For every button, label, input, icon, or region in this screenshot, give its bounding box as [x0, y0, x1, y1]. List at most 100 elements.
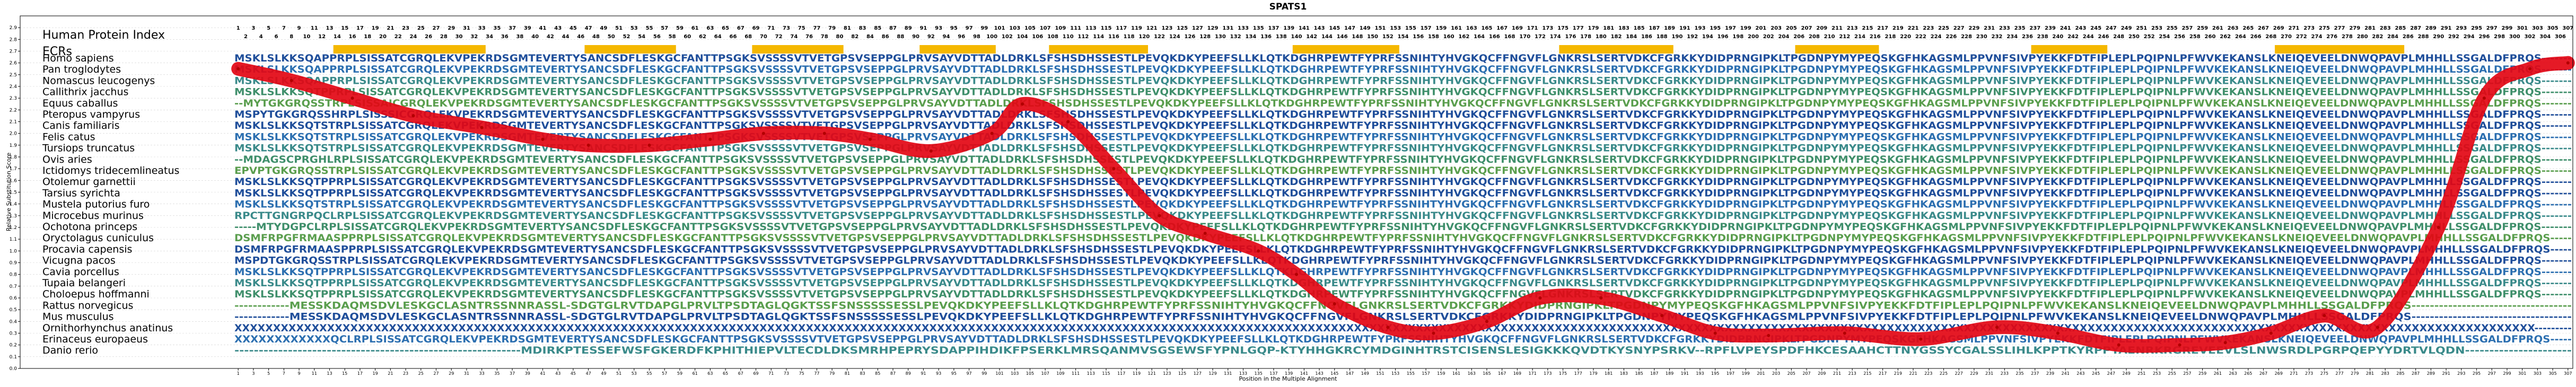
human-index-number: 265	[2242, 25, 2254, 31]
y-tick-label: 1.7	[10, 166, 17, 172]
human-index-number: 151	[1374, 25, 1386, 31]
human-index-number: 296	[2478, 34, 2490, 40]
human-index-number: 236	[2022, 34, 2033, 40]
x-tick-label: 279	[2351, 371, 2359, 376]
human-index-number: 34	[486, 34, 493, 40]
substitution-score-point	[1257, 249, 1260, 253]
human-index-number: 208	[1809, 34, 1820, 40]
human-index-number: 158	[1428, 34, 1439, 40]
human-index-number: 225	[1938, 25, 1949, 31]
human-index-number: 80	[836, 34, 844, 40]
human-index-number: 300	[2509, 34, 2520, 40]
y-tick-label: 1.6	[10, 178, 17, 183]
sequence-row: RPCTTGNGRPQCLRPLSISSATCGRQLEKVPEKRDSGMTE…	[234, 210, 2572, 222]
x-tick-label: 155	[1407, 371, 1415, 376]
human-index-number: 50	[608, 34, 615, 40]
human-index-number: 22	[395, 34, 402, 40]
x-tick-label: 13	[327, 371, 332, 376]
human-index-number: 162	[1458, 34, 1469, 40]
human-index-number: 152	[1382, 34, 1394, 40]
human-index-number: 126	[1185, 34, 1196, 40]
species-name: Homo sapiens	[42, 52, 114, 64]
human-index-number: 294	[2464, 34, 2475, 40]
human-index-number: 42	[547, 34, 554, 40]
species-name: Callithrix jacchus	[42, 86, 128, 98]
human-index-number: 136	[1260, 34, 1272, 40]
human-index-number: 190	[1671, 34, 1683, 40]
human-index-number: 179	[1588, 25, 1599, 31]
human-index-number: 211	[1832, 25, 1843, 31]
x-tick-label: 175	[1559, 371, 1567, 376]
chart-title: SPATS1	[1269, 2, 1307, 12]
human-index-number: 72	[775, 34, 783, 40]
x-tick-label: 105	[1026, 371, 1034, 376]
x-tick-label: 225	[1940, 371, 1948, 376]
y-tick-label: 2.6	[10, 61, 17, 66]
human-index-number: 260	[2205, 34, 2216, 40]
substitution-score-point	[1538, 296, 1542, 300]
human-index-number: 202	[1763, 34, 1774, 40]
human-index-number: 307	[2562, 25, 2573, 31]
species-name: Equus caballus	[42, 98, 118, 109]
human-index-number: 30	[455, 34, 463, 40]
human-index-number: 171	[1527, 25, 1538, 31]
human-index-number: 107	[1040, 25, 1051, 31]
x-tick-label: 287	[2412, 371, 2420, 376]
x-tick-label: 79	[829, 371, 835, 376]
human-index-number: 78	[821, 34, 828, 40]
substitution-score-point	[1919, 337, 1923, 341]
ecr-bar	[752, 45, 844, 54]
human-index-number: 298	[2494, 34, 2505, 40]
substitution-score-point	[1112, 167, 1116, 171]
human-index-number: 275	[2319, 25, 2330, 31]
x-tick-label: 221	[1909, 371, 1917, 376]
human-index-number: 267	[2258, 25, 2269, 31]
sequence-row: MSKLSLKKSQTSTRPLSISSATCGRQLEKVPEKRDSGMTE…	[234, 143, 2572, 154]
x-tick-label: 249	[2122, 371, 2130, 376]
y-tick-label: 2.5	[10, 73, 17, 78]
x-tick-label: 231	[1985, 371, 1993, 376]
human-index-number: 16	[349, 34, 356, 40]
y-tick-label: 2.4	[10, 84, 17, 90]
substitution-score-point	[1294, 272, 1298, 276]
x-tick-label: 63	[707, 371, 713, 376]
y-tick-label: 1.2	[10, 225, 17, 231]
y-tick-label: 2.8	[10, 37, 17, 42]
human-index-number: 301	[2517, 25, 2528, 31]
x-tick-label: 291	[2442, 371, 2450, 376]
x-tick-label: 281	[2366, 371, 2374, 376]
human-index-number: 134	[1245, 34, 1256, 40]
sequence-row: MSKLSLKKSQTPPRPLSISSATCGRQLEKVPEKRDSGMTE…	[234, 187, 2572, 199]
human-index-number: 240	[2052, 34, 2063, 40]
human-index-number: 289	[2425, 25, 2437, 31]
human-index-number: 293	[2456, 25, 2467, 31]
human-index-number: 284	[2387, 34, 2398, 40]
x-tick-label: 117	[1117, 371, 1125, 376]
y-tick-label: 0.2	[10, 343, 17, 348]
x-tick-label: 169	[1513, 371, 1521, 376]
substitution-score-point	[2178, 343, 2181, 347]
human-index-number: 52	[623, 34, 630, 40]
x-tick-label: 247	[2107, 371, 2115, 376]
sequence-row: MSKLSLKKSQTPPRPLSISSATCGRQLEKVPEKRDSGMTE…	[234, 277, 2572, 289]
y-tick-label: 0.6	[10, 296, 17, 301]
substitution-score-point	[1660, 314, 1664, 318]
human-index-number: 66	[730, 34, 737, 40]
ecr-bar	[919, 45, 996, 54]
substitution-score-point	[541, 137, 545, 141]
species-name: Procavia capensis	[42, 243, 132, 255]
human-index-number: 21	[387, 25, 394, 31]
x-tick-label: 41	[540, 371, 545, 376]
human-index-number: 33	[478, 25, 486, 31]
x-tick-label: 207	[1802, 371, 1810, 376]
x-tick-label: 129	[1208, 371, 1216, 376]
human-index-number: 246	[2098, 34, 2109, 40]
substitution-score-point	[480, 126, 484, 129]
substitution-score-point	[868, 137, 872, 141]
human-index-number: 239	[2045, 25, 2056, 31]
human-index-number: 92	[927, 34, 935, 40]
human-index-number: 11	[311, 25, 318, 31]
x-tick-label: 29	[449, 371, 454, 376]
human-index-number: 229	[1968, 25, 1979, 31]
human-index-number: 109	[1055, 25, 1066, 31]
